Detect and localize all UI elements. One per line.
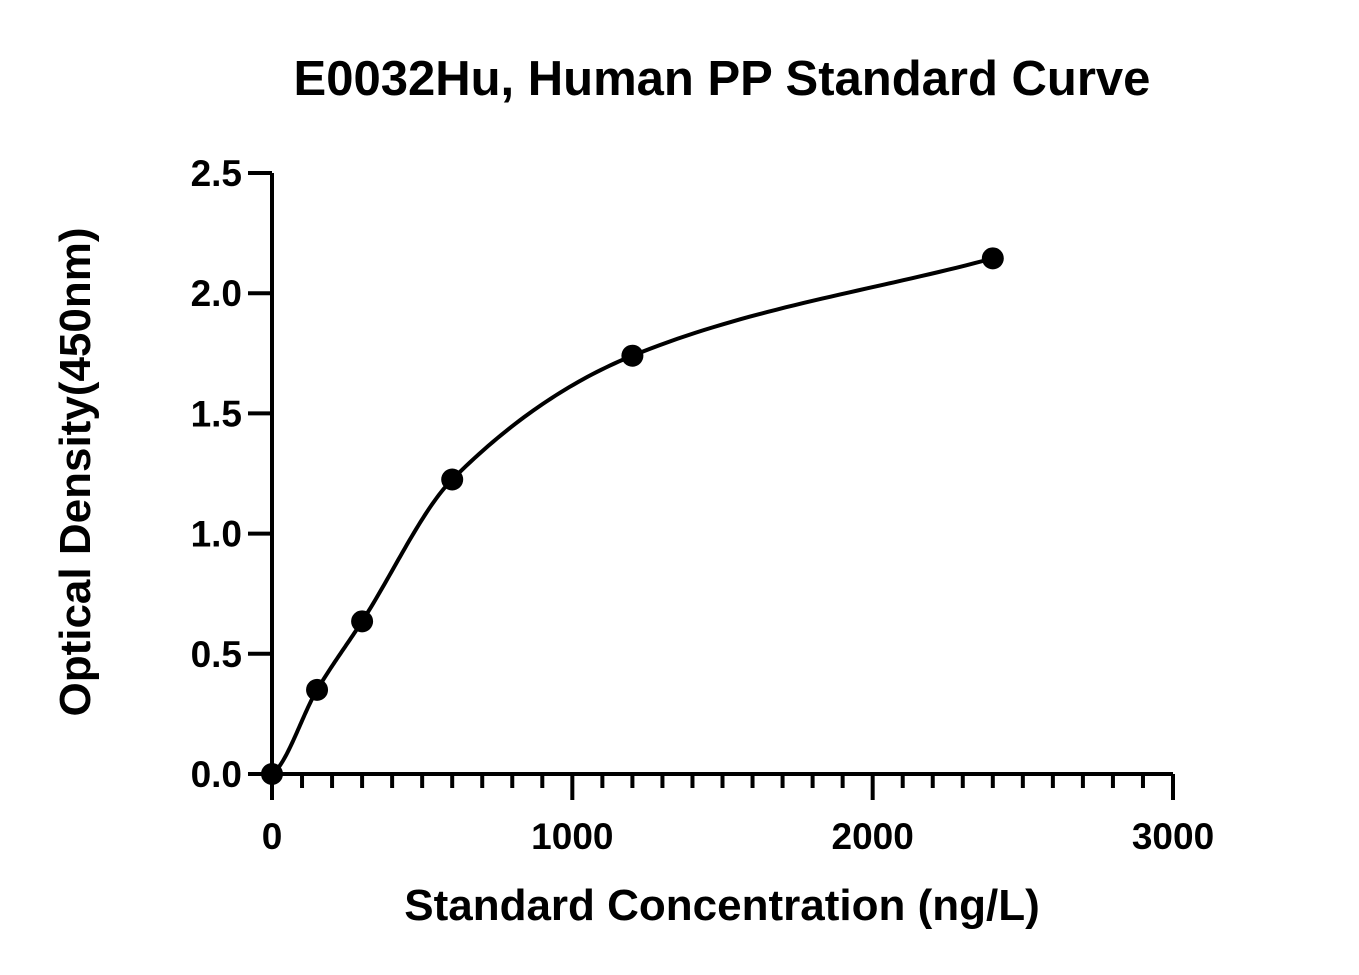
data-point [351,610,374,633]
data-point [621,344,644,367]
data-point [261,763,283,785]
y-tick-label: 2.5 [191,153,242,194]
x-axis-ticks: 0 1000 2000 3000 [262,774,1214,857]
x-tick-label: 1000 [531,816,613,857]
y-tick-label: 0.0 [191,754,242,795]
x-tick-label: 2000 [832,816,914,857]
x-axis-label: Standard Concentration (ng/L) [404,881,1040,930]
data-points [261,247,1004,785]
y-tick-label: 0.5 [191,634,242,675]
y-axis-ticks: 0.0 0.5 1.0 1.5 2.0 2.5 [191,153,272,795]
y-tick-label: 1.0 [191,514,242,555]
chart-title: E0032Hu, Human PP Standard Curve [294,52,1151,106]
data-point [306,678,329,701]
data-point [441,468,464,491]
x-tick-label: 0 [262,816,283,857]
y-tick-label: 2.0 [191,273,242,314]
x-tick-label: 3000 [1132,816,1214,857]
fit-curve [270,256,994,776]
y-axis-label: Optical Density(450nm) [51,227,100,716]
y-tick-label: 1.5 [191,393,242,434]
data-point [981,247,1004,270]
